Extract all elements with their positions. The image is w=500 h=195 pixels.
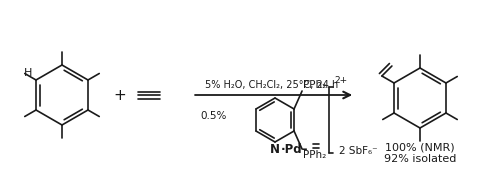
Text: ·Pd–: ·Pd– [281,143,308,156]
Text: PPh₂: PPh₂ [303,80,326,90]
Text: 2+: 2+ [334,76,347,85]
Text: 5% H₂O, CH₂Cl₂, 25°C, 24 h: 5% H₂O, CH₂Cl₂, 25°C, 24 h [205,80,338,90]
Text: 0.5%: 0.5% [200,111,226,121]
Text: +: + [114,88,126,103]
Text: N: N [270,143,280,156]
Text: 100% (NMR): 100% (NMR) [385,142,455,152]
Text: H: H [24,68,32,78]
Text: 2 SbF₆⁻: 2 SbF₆⁻ [339,146,378,156]
Text: 92% isolated: 92% isolated [384,154,456,164]
Text: PPh₂: PPh₂ [303,150,326,160]
